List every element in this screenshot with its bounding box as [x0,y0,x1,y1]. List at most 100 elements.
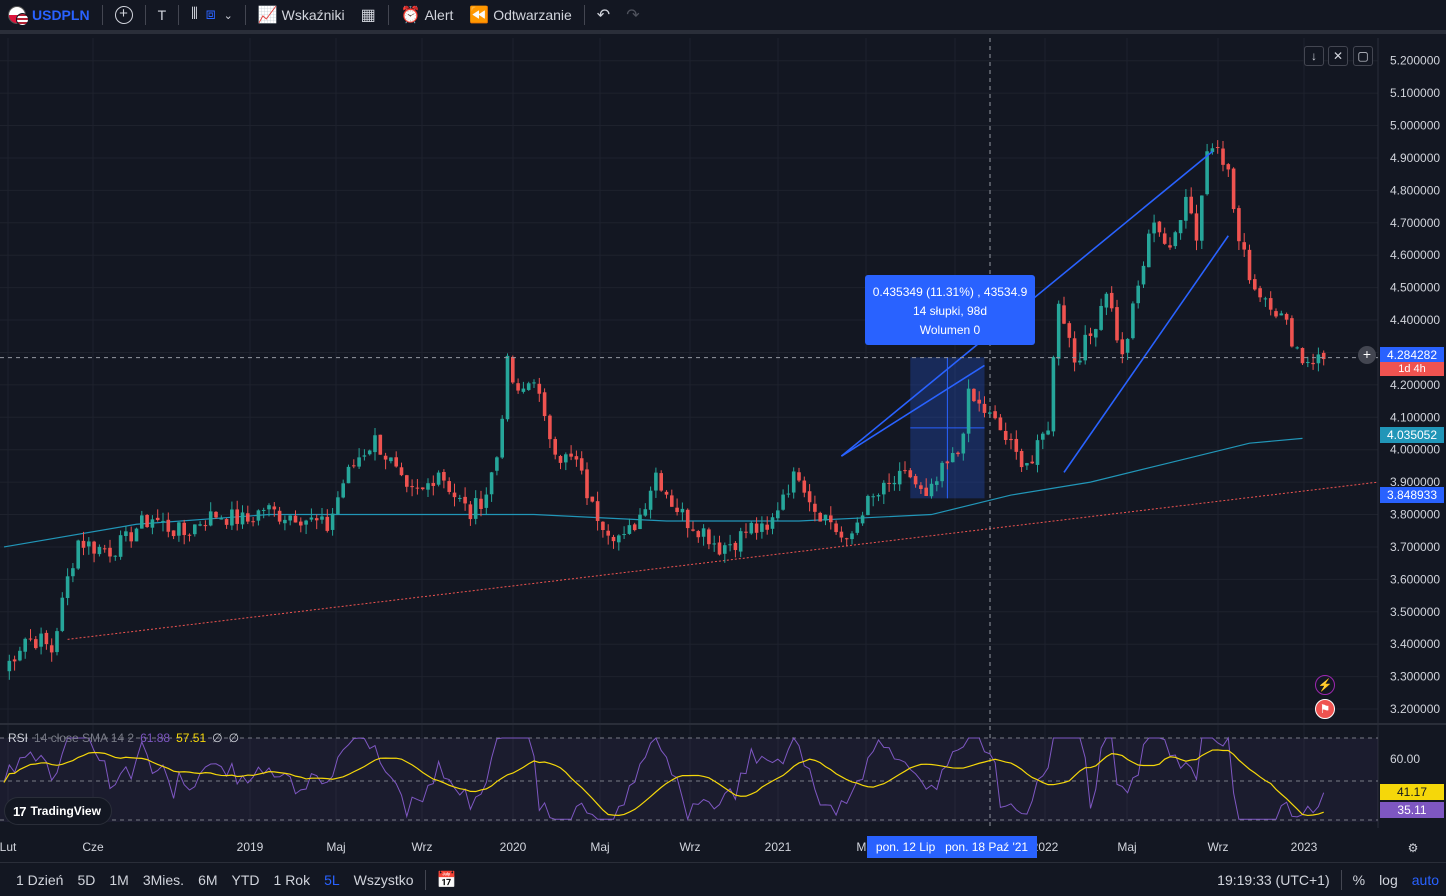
candle-body [129,532,133,542]
rsi-tick-label: 60.00 [1390,752,1420,766]
candle-body [415,487,420,489]
percent-toggle[interactable]: % [1352,871,1366,888]
candle-body [1226,164,1231,170]
candle-body [977,399,981,404]
clock[interactable]: 19:19:33 (UTC+1) [1217,871,1330,888]
candle-body [844,538,849,540]
candle-body [1014,438,1019,452]
candle-body [208,511,213,526]
collapse-button[interactable]: ✕ [1328,46,1348,66]
candle-body [643,509,648,516]
economic-events-flag-icon[interactable]: ⚑ [1315,699,1335,719]
lightning-icon[interactable]: ⚡ [1315,675,1335,695]
redo-button[interactable]: ↷ [618,0,647,32]
candle-body [1109,292,1114,309]
candle-body [293,515,298,523]
candle-body [950,453,955,463]
candle-body [585,469,589,499]
date-range-button[interactable]: 📅 [430,870,464,890]
candle-body [532,382,536,384]
tradingview-mark-icon: 17 [13,803,27,819]
candle-body [860,515,865,524]
candle-body [1019,450,1024,468]
candle-body [929,483,934,497]
candle-body [1115,307,1119,341]
time-tick-label: Lut [0,840,17,854]
channel-line [840,364,985,457]
range-button-2[interactable]: 1M [109,871,129,888]
candle-body [1131,303,1135,339]
alert-button[interactable]: ⏰ Alert [393,0,462,32]
range-button-6[interactable]: 1 Rok [273,871,311,888]
toolbar-divider [583,5,585,25]
candle-body [1210,148,1215,153]
candle-body [7,660,12,672]
price-tick-label: 4.200000 [1390,378,1440,392]
chart-area[interactable]: 5.200000 5.100000 5.000000 4.900000 4.800000… [0,38,1446,862]
candle-body [569,453,573,457]
countdown-badge: 1d 4h [1380,362,1444,376]
candle-body [150,519,155,528]
add-price-level-button[interactable]: + [1358,346,1376,364]
candle-body [1136,285,1140,304]
indicators-button[interactable]: 📈 Wskaźniki [250,0,353,32]
candle-body [436,472,441,485]
range-button-3[interactable]: 3Mies. [142,871,185,888]
settings-gear-icon[interactable]: ⚙ [1408,841,1419,855]
range-button-4[interactable]: 6M [198,871,218,888]
layouts-button[interactable]: ▦ [353,0,384,32]
candle-body [982,403,987,413]
candle-body [988,412,992,414]
range-button-1[interactable]: 5D [77,871,96,888]
price-tick-label: 3.600000 [1390,572,1440,586]
range-button-8[interactable]: Wszystko [353,871,414,888]
candle-body [473,498,478,519]
candle-body [823,514,828,521]
candle-body [452,492,457,498]
candle-body [251,521,255,523]
candle-body [1147,233,1151,268]
candle-body [140,515,144,529]
scroll-down-button[interactable]: ↓ [1304,46,1324,66]
rsi-legend[interactable]: RSI 14 close SMA 14 2 61.88 57.51 ∅ ∅ [8,731,239,745]
time-range-highlight: pon. 12 Lip pon. 18 Paź '21 [867,836,1037,858]
range-button-7[interactable]: 5L [324,871,340,888]
range-button-0[interactable]: 1 Dzień [16,871,64,888]
bar-style-button[interactable]: ⫴ ⧈ ⌄ [183,0,241,32]
candle-body [65,576,70,599]
maximize-button[interactable]: ▢ [1353,46,1373,66]
undo-button[interactable]: ↶ [589,0,618,32]
symbol-search-button[interactable]: USDPLN [0,0,98,32]
measure-tooltip: 0.435349 (11.31%) , 43534.9 14 słupki, 9… [865,275,1035,345]
candle-body [81,540,86,548]
candle-body [256,510,261,521]
tradingview-logo[interactable]: 17 TradingView [4,797,112,825]
time-tick-label: 2022 [1032,840,1059,854]
candle-body [71,568,75,577]
maximize-icon: ▢ [1357,49,1369,63]
interval-button[interactable]: T [150,0,175,32]
tradingview-brand: TradingView [30,804,101,818]
price-chart[interactable]: 5.200000 5.100000 5.000000 4.900000 4.800000… [0,38,1446,862]
compare-button[interactable]: + [107,0,141,32]
candle-body [447,481,451,492]
candle-body [850,533,854,540]
candle-body [1284,313,1289,320]
price-tick-label: 5.100000 [1390,86,1440,100]
price-tick-label: 5.000000 [1390,119,1440,133]
undo-icon: ↶ [596,7,611,24]
candle-body [1083,334,1087,361]
candle-body [161,520,165,522]
candle-body [611,536,616,542]
candle-body [601,521,605,531]
candle-body [1120,339,1125,355]
range-button-5[interactable]: YTD [231,871,260,888]
candle-body [193,524,197,535]
candle-body [458,497,462,499]
replay-button[interactable]: ⏪ Odtwarzanie [461,0,579,32]
log-toggle[interactable]: log [1379,871,1398,888]
toolbar-divider [178,5,180,25]
auto-toggle[interactable]: auto [1411,871,1439,888]
candle-body [134,528,139,542]
redo-icon: ↷ [626,7,640,24]
